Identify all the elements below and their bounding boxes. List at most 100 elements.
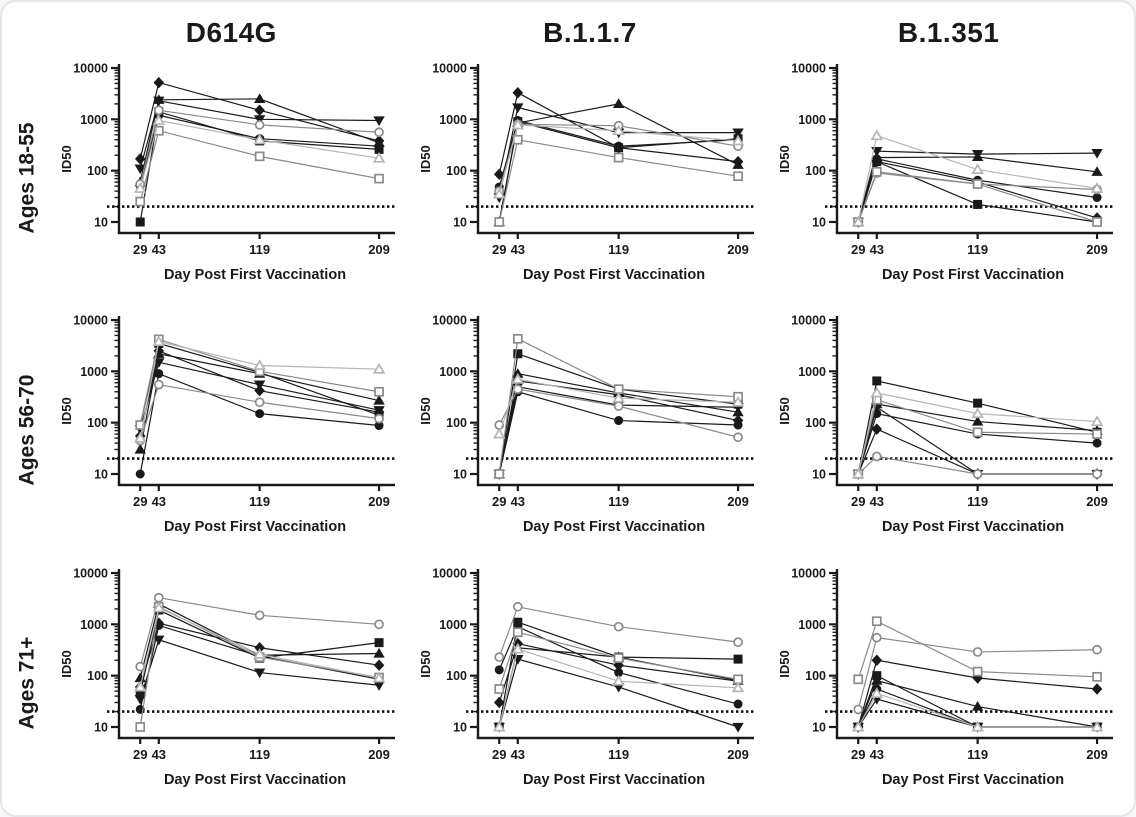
svg-text:119: 119: [608, 747, 629, 762]
svg-text:Day Post First Vaccination: Day Post First Vaccination: [523, 772, 705, 788]
svg-text:29: 29: [133, 747, 147, 762]
svg-text:43: 43: [511, 494, 525, 509]
panel-chart: 10 100 1000 10000 29 43 119 209 ID50 Day Post Fir…: [777, 566, 1114, 788]
panel-chart: 10 100 1000 10000 29 43 119 209 ID50 Day Post Fir…: [418, 314, 755, 535]
svg-text:ID50: ID50: [59, 145, 74, 172]
svg-text:Day Post First Vaccination: Day Post First Vaccination: [164, 519, 346, 535]
svg-text:10: 10: [94, 216, 108, 230]
svg-text:1000: 1000: [439, 365, 467, 379]
panel-chart: 10 100 1000 10000 29 43 119 209 ID50 Day Post Fir…: [777, 62, 1114, 283]
svg-text:209: 209: [1086, 747, 1108, 762]
row-label-ages-18-55: Ages 18-55: [2, 52, 52, 304]
svg-text:100: 100: [446, 417, 467, 431]
svg-text:100: 100: [805, 417, 826, 431]
svg-text:10: 10: [94, 468, 108, 482]
panel-chart: 10 100 1000 10000 29 43 119 209 ID50 Day Post Fir…: [59, 314, 397, 535]
svg-text:ID50: ID50: [777, 398, 792, 425]
svg-text:10: 10: [94, 720, 108, 734]
column-title-d614g: D614G: [185, 17, 277, 48]
svg-text:119: 119: [967, 242, 988, 257]
svg-text:10000: 10000: [432, 314, 467, 328]
panel-ages56-70-d614g: 10 100 1000 10000 29 43 119 209 ID50 Day Post Fir…: [52, 304, 411, 556]
svg-text:29: 29: [133, 494, 147, 509]
svg-text:10000: 10000: [432, 566, 467, 580]
svg-text:10000: 10000: [791, 314, 826, 328]
svg-text:10: 10: [453, 216, 467, 230]
svg-text:1000: 1000: [439, 618, 467, 632]
svg-text:209: 209: [1086, 494, 1108, 509]
svg-text:43: 43: [152, 494, 166, 509]
svg-text:100: 100: [446, 669, 467, 683]
svg-text:10000: 10000: [74, 62, 109, 76]
svg-text:43: 43: [511, 242, 525, 257]
svg-text:119: 119: [967, 747, 988, 762]
svg-text:29: 29: [492, 494, 506, 509]
svg-text:ID50: ID50: [418, 650, 433, 677]
svg-text:100: 100: [805, 669, 826, 683]
panel-chart: 10 100 1000 10000 29 43 119 209 ID50 Day Post Fir…: [777, 314, 1114, 535]
svg-text:1000: 1000: [81, 618, 109, 632]
panel-ages56-70-b1351: 10 100 1000 10000 29 43 119 209 ID50 Day Post Fir…: [769, 304, 1128, 556]
svg-text:209: 209: [369, 242, 391, 257]
row-label-ages-56-70: Ages 56-70: [2, 304, 52, 556]
svg-text:ID50: ID50: [777, 650, 792, 677]
grid-corner-spacer: [2, 6, 52, 52]
svg-text:Day Post First Vaccination: Day Post First Vaccination: [882, 267, 1064, 283]
panel-ages18-55-b1351: 10 100 1000 10000 29 43 119 209 ID50 Day Post Fir…: [769, 52, 1128, 304]
svg-text:1000: 1000: [81, 365, 109, 379]
panel-chart: 10 100 1000 10000 29 43 119 209 ID50 Day Post Fir…: [418, 62, 755, 283]
row-label-text: Ages 56-70: [15, 375, 38, 486]
svg-text:Day Post First Vaccination: Day Post First Vaccination: [882, 519, 1064, 535]
svg-text:43: 43: [869, 494, 883, 509]
row-label-text: Ages 71+: [15, 636, 38, 730]
panel-ages71plus-b117: 10 100 1000 10000 29 43 119 209 ID50 Day Post Fir…: [411, 557, 770, 809]
svg-text:10000: 10000: [74, 566, 109, 580]
panel-ages71plus-d614g: 10 100 1000 10000 29 43 119 209 ID50 Day Post Fir…: [52, 557, 411, 809]
svg-text:ID50: ID50: [59, 398, 74, 425]
svg-text:29: 29: [851, 242, 865, 257]
panel-chart: 10 100 1000 10000 29 43 119 209 ID50 Day Post Fir…: [59, 566, 397, 788]
panel-ages18-55-d614g: 10 100 1000 10000 29 43 119 209 ID50 Day Post Fir…: [52, 52, 411, 304]
svg-text:10: 10: [812, 720, 826, 734]
row-label-text: Ages 18-55: [15, 122, 38, 234]
svg-text:ID50: ID50: [418, 398, 433, 425]
panel-ages18-55-b117: 10 100 1000 10000 29 43 119 209 ID50 Day Post Fir…: [411, 52, 770, 304]
svg-text:10000: 10000: [791, 566, 826, 580]
svg-text:119: 119: [249, 494, 270, 509]
panel-ages71plus-b1351: 10 100 1000 10000 29 43 119 209 ID50 Day Post Fir…: [769, 557, 1128, 809]
svg-text:ID50: ID50: [59, 650, 74, 677]
svg-text:43: 43: [152, 747, 166, 762]
svg-text:100: 100: [87, 164, 108, 178]
svg-text:29: 29: [851, 747, 865, 762]
svg-text:209: 209: [727, 494, 749, 509]
svg-text:10000: 10000: [74, 314, 109, 328]
svg-text:10: 10: [453, 468, 467, 482]
svg-text:ID50: ID50: [418, 145, 433, 172]
svg-text:1000: 1000: [798, 113, 826, 127]
svg-text:10: 10: [812, 216, 826, 230]
svg-text:209: 209: [1086, 242, 1108, 257]
svg-text:43: 43: [869, 747, 883, 762]
svg-text:Day Post First Vaccination: Day Post First Vaccination: [523, 519, 705, 535]
panel-chart: 10 100 1000 10000 29 43 119 209 ID50 Day Post Fir…: [59, 62, 397, 283]
svg-text:100: 100: [87, 417, 108, 431]
column-title-b117: B.1.1.7: [543, 17, 637, 48]
svg-text:119: 119: [608, 242, 629, 257]
svg-text:43: 43: [869, 242, 883, 257]
svg-text:119: 119: [967, 494, 988, 509]
svg-text:1000: 1000: [798, 365, 826, 379]
column-title-b1351: B.1.351: [897, 17, 1000, 48]
svg-text:119: 119: [249, 242, 270, 257]
svg-text:Day Post First Vaccination: Day Post First Vaccination: [523, 267, 705, 283]
svg-text:10: 10: [453, 720, 467, 734]
svg-text:29: 29: [851, 494, 865, 509]
svg-text:209: 209: [727, 747, 749, 762]
svg-text:10000: 10000: [432, 62, 467, 76]
svg-text:119: 119: [608, 494, 629, 509]
svg-text:10000: 10000: [791, 62, 826, 76]
svg-text:43: 43: [511, 747, 525, 762]
svg-text:209: 209: [727, 242, 749, 257]
svg-text:29: 29: [492, 242, 506, 257]
